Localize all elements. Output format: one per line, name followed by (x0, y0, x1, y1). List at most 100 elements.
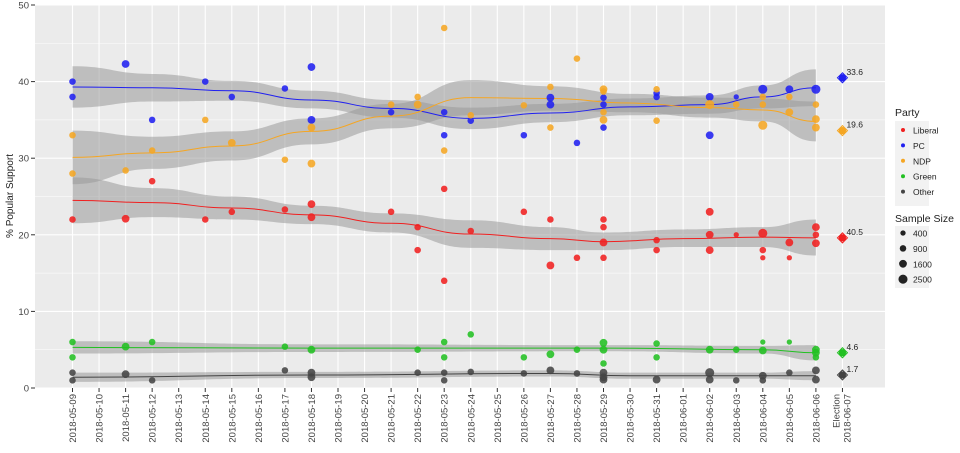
trend-line-ndp (72, 97, 816, 158)
data-point-liberal (201, 216, 209, 223)
election-point-other (838, 371, 847, 379)
election-label: 33.6 (846, 67, 863, 77)
data-point-ndp (547, 124, 554, 131)
data-point-liberal (307, 200, 316, 209)
data-point-liberal (307, 213, 316, 222)
data-point-other (307, 373, 316, 382)
x-tick-label: 2018-06-07 (842, 394, 853, 443)
trend-line-liberal (72, 199, 816, 243)
data-point-ndp (201, 116, 209, 124)
x-tick-label: 2018-05-13 (174, 394, 185, 443)
data-point-other (546, 366, 555, 375)
data-point-ndp (69, 170, 76, 177)
data-point-liberal (705, 230, 714, 239)
data-point-liberal (573, 254, 581, 262)
data-point-green (812, 354, 820, 361)
x-tick-label: 2018-05-31 (652, 394, 663, 443)
data-point-liberal (414, 246, 421, 254)
legend-key-pc (901, 143, 905, 148)
data-point-ndp (467, 112, 475, 119)
data-point-liberal (520, 208, 528, 216)
x-tick-label: 2018-06-05 (785, 394, 796, 443)
data-point-ndp (440, 24, 448, 32)
election-label: 19.6 (846, 120, 863, 130)
x-tick-label: 2018-05-09 (68, 394, 79, 443)
data-point-pc (467, 117, 475, 124)
data-point-green (599, 338, 608, 347)
data-point-other (812, 366, 820, 375)
data-point-green (440, 338, 448, 346)
data-point-green (69, 354, 76, 361)
election-diamond-other (836, 369, 849, 381)
x-tick-label: 2018-05-10 (95, 394, 106, 443)
data-point-liberal (653, 246, 660, 254)
data-point-ndp (122, 167, 129, 174)
data-point-ndp (653, 117, 660, 124)
data-point-green (281, 343, 289, 350)
data-point-liberal (758, 228, 768, 238)
x-tick-label: 2018-05-12 (148, 394, 159, 443)
legend-size-key (899, 259, 907, 268)
data-point-green (600, 360, 607, 367)
data-point-pc (600, 101, 607, 108)
data-point-pc (811, 84, 821, 94)
axes: 0 10 20 30 40 50 2018-05-09 2018-05-10 2018-05-1… (18, 1, 853, 443)
data-point-ndp (573, 55, 581, 62)
data-point-pc (705, 93, 714, 101)
election-point-pc (838, 74, 847, 82)
legend-size-label: 1600 (913, 259, 932, 269)
election-point-ndp (838, 127, 847, 135)
legend-size-label: 900 (913, 244, 927, 254)
data-point-pc (440, 131, 448, 139)
data-point-other (121, 370, 130, 379)
data-point-liberal (440, 277, 448, 285)
data-point-green (812, 348, 820, 357)
data-point-ndp (759, 93, 767, 101)
data-point-pc (307, 116, 316, 124)
data-point-other (652, 375, 661, 384)
legend-size-key (900, 230, 906, 236)
data-point-green (653, 340, 660, 347)
data-point-liberal (705, 207, 714, 216)
data-point-liberal (653, 236, 660, 244)
data-point-green (760, 339, 766, 345)
data-point-ndp (281, 156, 289, 164)
data-point-pc (758, 84, 768, 94)
data-point-liberal (228, 208, 236, 216)
data-point-ndp (599, 116, 608, 124)
data-point-pc (705, 131, 714, 140)
legend-size-key (898, 274, 908, 284)
data-point-ndp (413, 100, 422, 109)
data-point-ndp (812, 101, 820, 108)
data-point-pc (201, 78, 209, 85)
data-point-pc (653, 93, 660, 101)
data-point-liberal (812, 223, 820, 232)
x-tick-label: 2018-05-19 (334, 394, 345, 443)
data-point-liberal (440, 185, 448, 193)
x-tick-label: 2018-05-20 (360, 394, 371, 443)
x-tick-label: 2018-05-18 (307, 394, 318, 443)
confidence-band-green (72, 341, 816, 361)
legend-label-ndp: NDP (913, 156, 931, 166)
data-point-pc (228, 93, 236, 101)
data-point-ndp (414, 93, 421, 101)
data-point-liberal (121, 214, 130, 223)
data-point-pc (573, 139, 581, 147)
data-point-ndp (812, 123, 820, 132)
data-point-liberal (599, 238, 608, 247)
data-point-pc (785, 85, 794, 94)
confidence-band-ndp (72, 80, 816, 185)
data-point-other (573, 370, 581, 377)
data-point-other (440, 377, 448, 384)
data-point-pc (148, 116, 156, 124)
data-point-ndp (705, 100, 715, 110)
x-tick-label: 2018-06-04 (758, 394, 769, 443)
data-point-liberal (467, 227, 475, 235)
data-point-liberal (759, 246, 767, 254)
legend-key-green (901, 174, 905, 179)
data-point-pc (600, 94, 607, 101)
data-point-pc (520, 131, 528, 139)
data-point-ndp (307, 123, 316, 132)
x-tick-label: 2018-05-14 (201, 394, 212, 443)
data-point-liberal (414, 223, 421, 231)
